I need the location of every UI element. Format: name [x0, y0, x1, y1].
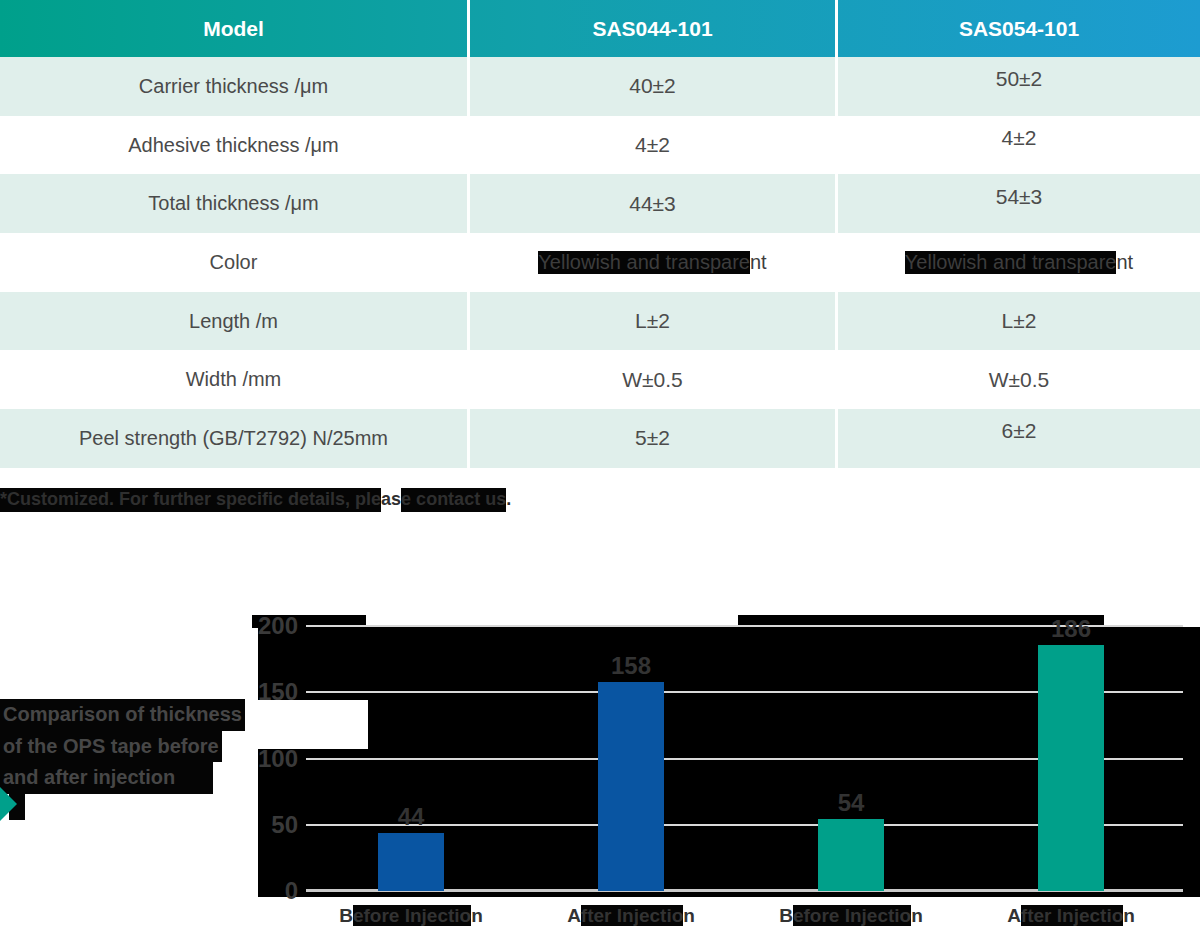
bar-value-label: 186	[1011, 616, 1131, 642]
footnote: *Customized. For further specific detail…	[0, 487, 511, 511]
cell-value: 40±2	[470, 57, 838, 116]
cell-value: 6±2	[838, 409, 1200, 468]
x-category-text: efore Injectio	[793, 905, 911, 926]
cell-value: 5±2	[470, 409, 838, 468]
cell-value: 54±3	[838, 174, 1200, 233]
x-category-text: A	[1007, 905, 1021, 926]
page: Model SAS044-101 SAS054-101 Carrier thic…	[0, 0, 1200, 949]
row-label: Width /mm	[0, 350, 470, 409]
chart-white-notch	[258, 700, 368, 749]
cell-text: 4±2	[635, 133, 670, 157]
x-category-text: B	[339, 905, 353, 926]
table-row: Length /m L±2 L±2	[0, 292, 1200, 351]
table-row: Width /mm W±0.5 W±0.5	[0, 350, 1200, 409]
row-label: Carrier thickness /μm	[0, 57, 470, 116]
cell-text: 40±2	[629, 74, 676, 98]
cell-text: 5±2	[635, 426, 670, 450]
row-label: Total thickness /μm	[0, 174, 470, 233]
cell-text: W±0.5	[622, 368, 683, 392]
footnote-text: .	[506, 489, 511, 509]
bar	[378, 833, 444, 891]
cell-text: 54±3	[996, 185, 1043, 209]
bar-value-label: 44	[351, 804, 471, 830]
chart-title-line: Comparison of thickness	[0, 699, 245, 731]
cell-text: 50±2	[996, 67, 1043, 91]
cell-text: L±2	[635, 309, 670, 333]
table-header-row: Model SAS044-101 SAS054-101	[0, 0, 1200, 57]
cell-value: Yellowish and transparent	[838, 233, 1200, 292]
chart-title-line: of the OPS tape before	[0, 731, 222, 763]
x-category-text: n	[911, 905, 923, 926]
x-category-text: fter Injectio	[1021, 905, 1123, 926]
cell-value: W±0.5	[470, 350, 838, 409]
x-category-text: fter Injectio	[581, 905, 683, 926]
cell-value: Yellowish and transparent	[470, 233, 838, 292]
y-tick-label: 0	[238, 878, 298, 904]
cell-value: L±2	[838, 292, 1200, 351]
cell-text: 6±2	[1002, 419, 1037, 443]
cell-text: nt	[750, 251, 767, 274]
cell-text: 4±2	[1002, 126, 1037, 150]
cell-text: L±2	[1002, 309, 1037, 333]
bar-value-label: 54	[791, 790, 911, 816]
x-category-label: Before Injection	[301, 903, 521, 929]
y-tick-label: 100	[238, 746, 298, 772]
table-row: Total thickness /μm 44±3 54±3	[0, 174, 1200, 233]
table-row: Carrier thickness /μm 40±2 50±2	[0, 57, 1200, 116]
cell-value: 50±2	[838, 57, 1200, 116]
footnote-text: as	[381, 489, 401, 509]
highlighted-text: e contact us	[401, 488, 506, 512]
table-row: Peel strength (GB/T2792) N/25mm 5±2 6±2	[0, 409, 1200, 468]
y-tick-label: 50	[238, 812, 298, 838]
row-label: Adhesive thickness /μm	[0, 116, 470, 175]
chart-title-line: and after injection	[0, 762, 213, 794]
highlighted-text: Yellowish and transpare	[538, 251, 750, 274]
column-header-model: Model	[0, 0, 470, 57]
column-header-sas054: SAS054-101	[838, 0, 1200, 57]
cell-value: 44±3	[470, 174, 838, 233]
bar	[818, 819, 884, 891]
cell-text: 44±3	[629, 192, 676, 216]
table-row: Adhesive thickness /μm 4±2 4±2	[0, 116, 1200, 175]
spec-table: Model SAS044-101 SAS054-101 Carrier thic…	[0, 0, 1200, 468]
highlighted-text: Yellowish and transpare	[905, 251, 1117, 274]
row-label: Peel strength (GB/T2792) N/25mm	[0, 409, 470, 468]
column-header-sas044: SAS044-101	[470, 0, 838, 57]
y-tick-label: 150	[238, 679, 298, 705]
highlighted-text: *Customized. For further specific detail…	[0, 488, 381, 512]
cell-text: nt	[1116, 251, 1133, 274]
x-category-text: n	[1123, 905, 1135, 926]
cell-value: 4±2	[470, 116, 838, 175]
y-tick-label: 200	[238, 613, 298, 639]
cell-value: L±2	[470, 292, 838, 351]
x-category-text: n	[683, 905, 695, 926]
x-category-label: After Injection	[961, 903, 1181, 929]
bar	[1038, 645, 1104, 891]
row-label: Color	[0, 233, 470, 292]
play-triangle-icon	[0, 787, 17, 821]
x-category-text: B	[779, 905, 793, 926]
x-category-label: Before Injection	[741, 903, 961, 929]
x-category-text: n	[471, 905, 483, 926]
row-label: Length /m	[0, 292, 470, 351]
cell-text: W±0.5	[989, 368, 1050, 392]
table-row: Color Yellowish and transparent Yellowis…	[0, 233, 1200, 292]
cell-value: 4±2	[838, 116, 1200, 175]
bar	[598, 682, 664, 891]
cell-value: W±0.5	[838, 350, 1200, 409]
x-category-label: After Injection	[521, 903, 741, 929]
bar-value-label: 158	[571, 653, 691, 679]
x-category-text: A	[567, 905, 581, 926]
chart-title: Comparison of thickness of the OPS tape …	[0, 699, 245, 794]
x-category-text: efore Injectio	[353, 905, 471, 926]
